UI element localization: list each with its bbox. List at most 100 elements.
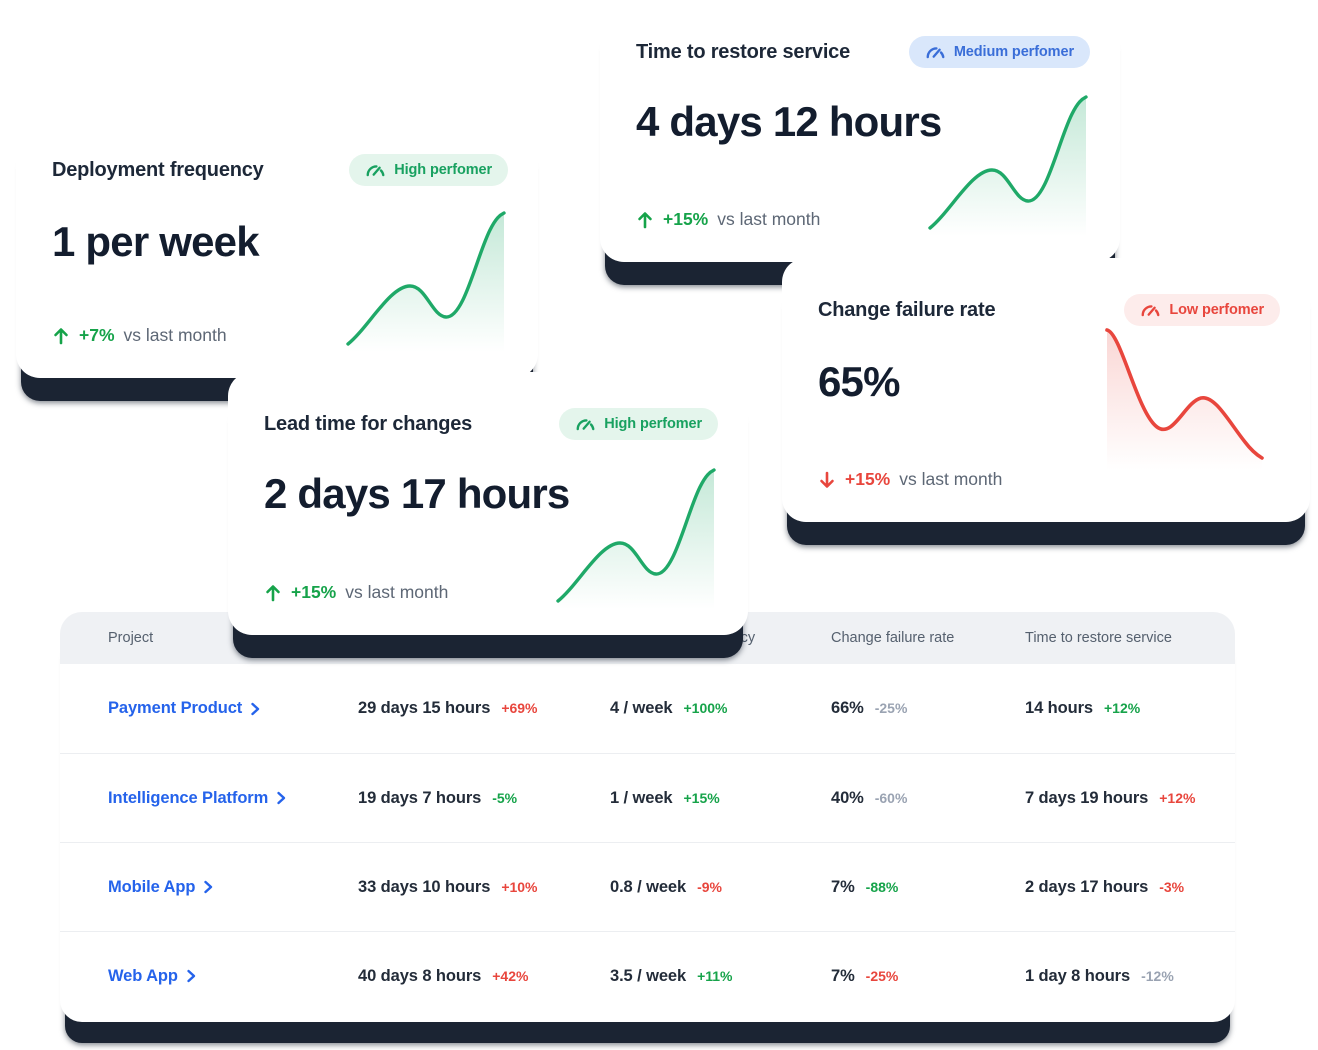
performer-badge: High perfomer (349, 154, 508, 186)
metric-value: 2 days 17 hours (264, 470, 570, 517)
cell-value: 7 days 19 hours (1025, 788, 1149, 807)
trend-sparkline-down (1105, 328, 1264, 472)
chevron-right-icon (204, 880, 213, 894)
cell-change: -25% (874, 700, 908, 716)
cell-value: 3.5 / week (610, 966, 687, 985)
performer-badge: Low perfomer (1124, 294, 1280, 326)
cell-failure-rate: 7% -25% (831, 967, 1025, 986)
cell-lead-time: 19 days 7 hours -5% (358, 789, 610, 808)
trend-sparkline-up (556, 468, 716, 611)
badge-label: High perfomer (394, 162, 492, 178)
chevron-right-icon (251, 702, 260, 715)
arrow-up-icon (54, 327, 68, 344)
cell-change: +42% (492, 967, 529, 984)
cell-change: -25% (865, 967, 899, 984)
col-header-project: Project (108, 630, 154, 646)
cell-change: +100% (683, 700, 728, 716)
cell-change: +12% (1159, 789, 1196, 806)
cell-failure-rate: 7% -88% (831, 878, 1025, 897)
arrow-up-icon (638, 211, 652, 228)
delta-row: +15% vs last month (636, 209, 820, 230)
cell-change: -3% (1159, 878, 1185, 895)
table-row: Mobile App 33 days 10 hours +10% 0.8 / w… (60, 842, 1235, 931)
delta-caption: vs last month (345, 582, 449, 602)
card-header: Deployment frequency High perfomer (52, 154, 508, 186)
cell-lead-time: 33 days 10 hours +10% (358, 878, 610, 897)
table-row: Payment Product 29 days 15 hours +69% 4 … (60, 664, 1235, 753)
delta-row: +7% vs last month (52, 325, 227, 346)
chevron-right-icon (187, 969, 196, 983)
cell-value: 29 days 15 hours (358, 699, 491, 717)
cell-value: 7% (831, 966, 855, 985)
cell-value: 7% (831, 877, 855, 896)
cell-restore-time: 14 hours +12% (1025, 699, 1205, 718)
gauge-icon (1141, 304, 1160, 316)
gauge-icon (576, 418, 595, 430)
cell-value: 40 days 8 hours (358, 966, 482, 985)
trend-sparkline-up (346, 211, 506, 354)
delta-caption: vs last month (123, 325, 227, 345)
cell-restore-time: 7 days 19 hours +12% (1025, 789, 1205, 808)
card-title: Deployment frequency (52, 158, 264, 181)
project-name: Web App (108, 966, 178, 985)
badge-label: High perfomer (604, 416, 702, 432)
card-header: Time to restore service Medium perfomer (636, 36, 1090, 68)
arrow-up-icon (266, 584, 280, 601)
cell-change: -5% (492, 789, 518, 806)
cell-value: 19 days 7 hours (358, 788, 482, 807)
cell-value: 1 day 8 hours (1025, 966, 1131, 985)
card-change-failure-rate: Change failure rate Low perfomer 65% +15… (782, 258, 1310, 522)
cell-failure-rate: 40% -60% (831, 789, 1025, 808)
cell-change: +15% (683, 789, 720, 806)
card-lead-time-for-changes: Lead time for changes High perfomer 2 da… (228, 372, 748, 635)
col-header-restore-time: Time to restore service (1025, 630, 1172, 646)
cell-change: +11% (697, 967, 733, 984)
project-name: Intelligence Platform (108, 788, 269, 807)
delta-value: +15% (663, 209, 709, 229)
cell-value: 0.8 / week (610, 877, 687, 896)
cell-change: -12% (1141, 967, 1174, 984)
card-title: Lead time for changes (264, 412, 473, 435)
gauge-icon (926, 46, 945, 58)
delta-caption: vs last month (717, 209, 821, 229)
cell-value: 1 / week (610, 788, 673, 807)
cell-change: +12% (1103, 700, 1141, 716)
project-link-web-app[interactable]: Web App (108, 967, 358, 986)
badge-label: Low perfomer (1169, 302, 1264, 318)
project-link-payment-product[interactable]: Payment Product (108, 699, 358, 718)
cell-failure-rate: 66% -25% (831, 699, 1025, 718)
project-link-mobile-app[interactable]: Mobile App (108, 878, 358, 897)
card-header: Change failure rate Low perfomer (818, 294, 1280, 326)
performer-badge: High perfomer (559, 408, 718, 440)
project-name: Mobile App (108, 877, 196, 896)
cell-deploy-freq: 0.8 / week -9% (610, 878, 831, 897)
card-title: Time to restore service (636, 40, 851, 63)
cell-change: -60% (874, 789, 908, 806)
cell-change: -9% (697, 878, 722, 895)
cell-restore-time: 1 day 8 hours -12% (1025, 967, 1205, 986)
delta-caption: vs last month (899, 469, 1003, 489)
metric-value: 1 per week (52, 218, 260, 265)
project-name: Payment Product (108, 699, 243, 717)
cell-deploy-freq: 1 / week +15% (610, 789, 831, 808)
gauge-icon (366, 164, 385, 176)
cell-lead-time: 29 days 15 hours +69% (358, 699, 610, 718)
cell-deploy-freq: 3.5 / week +11% (610, 967, 831, 986)
col-header-failure-rate: Change failure rate (831, 630, 955, 646)
delta-value: +15% (291, 582, 337, 602)
card-time-to-restore: Time to restore service Medium perfomer … (600, 0, 1120, 262)
cell-change: -88% (865, 878, 899, 895)
project-link-intelligence-platform[interactable]: Intelligence Platform (108, 789, 358, 808)
table-row: Intelligence Platform 19 days 7 hours -5… (60, 753, 1235, 842)
cell-restore-time: 2 days 17 hours -3% (1025, 878, 1205, 897)
metric-value: 65% (818, 358, 900, 405)
card-title: Change failure rate (818, 298, 996, 321)
card-deployment-frequency: Deployment frequency High perfomer 1 per… (16, 118, 538, 378)
cell-value: 2 days 17 hours (1025, 877, 1149, 896)
projects-table: Project Lead time for changes Deployment… (60, 612, 1235, 1022)
cell-change: +69% (501, 700, 538, 716)
delta-row: +15% vs last month (818, 469, 1002, 490)
cell-change: +10% (501, 878, 538, 895)
metric-value: 4 days 12 hours (636, 98, 942, 145)
delta-value: +7% (79, 325, 115, 345)
